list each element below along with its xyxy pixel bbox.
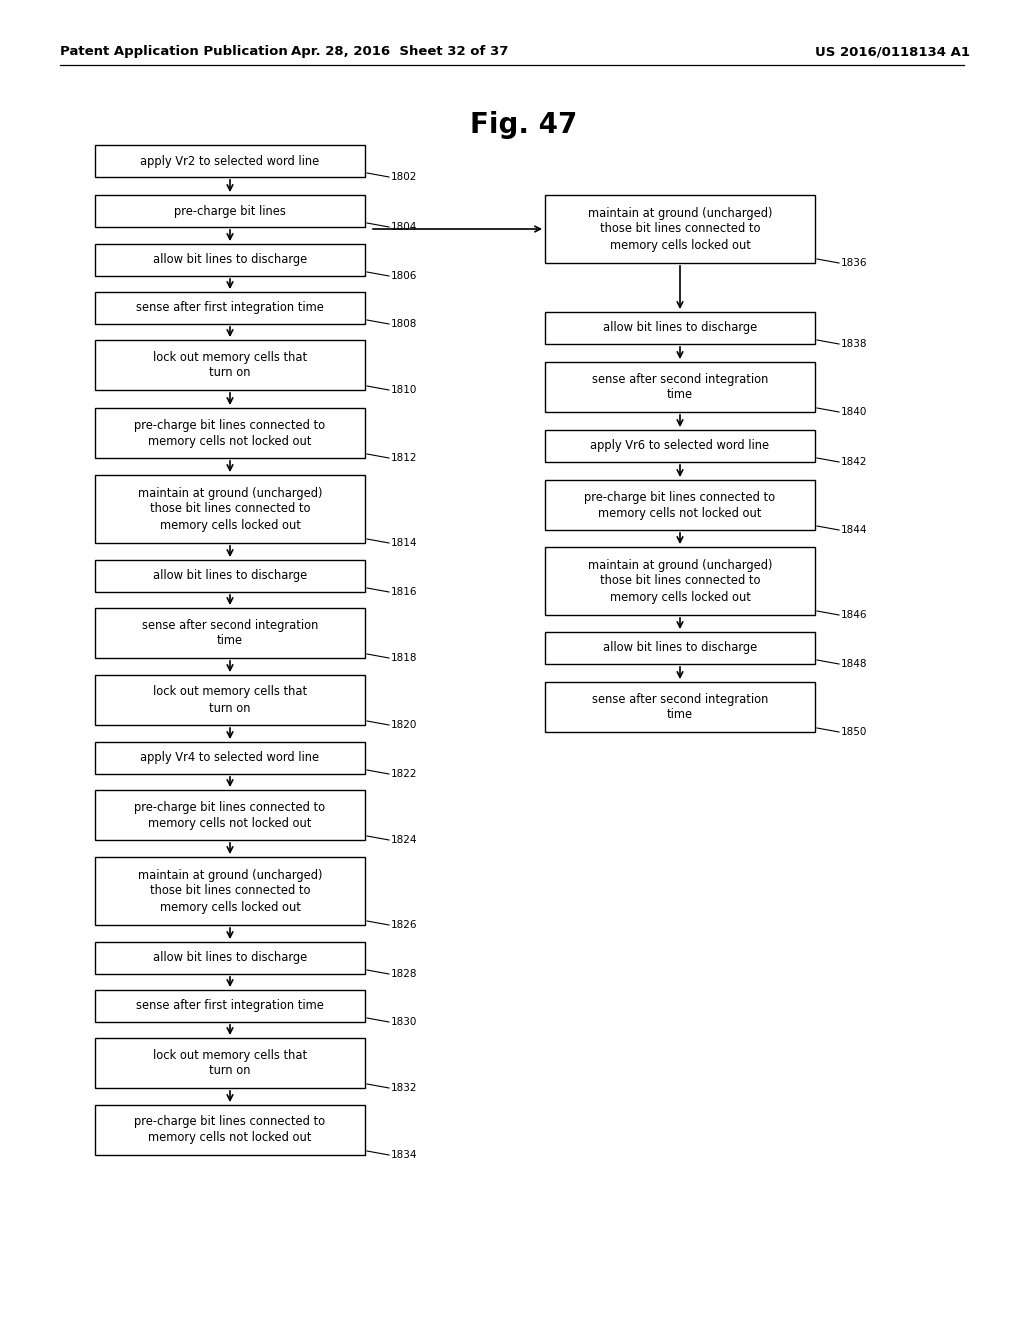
Text: allow bit lines to discharge: allow bit lines to discharge xyxy=(603,642,757,655)
Bar xyxy=(545,632,815,664)
Bar xyxy=(95,1038,365,1088)
Text: 1830: 1830 xyxy=(391,1016,418,1027)
Bar xyxy=(95,857,365,925)
Text: lock out memory cells that
turn on: lock out memory cells that turn on xyxy=(153,351,307,380)
Text: sense after second integration
time: sense after second integration time xyxy=(592,693,768,722)
Text: apply Vr6 to selected word line: apply Vr6 to selected word line xyxy=(591,440,770,453)
Text: maintain at ground (uncharged)
those bit lines connected to
memory cells locked : maintain at ground (uncharged) those bit… xyxy=(138,487,323,532)
Text: 1820: 1820 xyxy=(391,719,418,730)
Text: pre-charge bit lines: pre-charge bit lines xyxy=(174,205,286,218)
Bar xyxy=(95,145,365,177)
Text: sense after first integration time: sense after first integration time xyxy=(136,999,324,1012)
Text: 1832: 1832 xyxy=(391,1082,418,1093)
Bar xyxy=(95,675,365,725)
Bar xyxy=(95,244,365,276)
Bar xyxy=(95,990,365,1022)
Text: US 2016/0118134 A1: US 2016/0118134 A1 xyxy=(815,45,970,58)
Bar xyxy=(545,362,815,412)
Bar xyxy=(95,341,365,389)
Text: 1848: 1848 xyxy=(841,659,867,669)
Text: pre-charge bit lines connected to
memory cells not locked out: pre-charge bit lines connected to memory… xyxy=(134,1115,326,1144)
Bar xyxy=(95,942,365,974)
Bar xyxy=(95,195,365,227)
Text: apply Vr2 to selected word line: apply Vr2 to selected word line xyxy=(140,154,319,168)
Text: 1822: 1822 xyxy=(391,770,418,779)
Bar xyxy=(545,195,815,263)
Text: Fig. 47: Fig. 47 xyxy=(470,111,578,139)
Text: 1836: 1836 xyxy=(841,257,867,268)
Text: apply Vr4 to selected word line: apply Vr4 to selected word line xyxy=(140,751,319,764)
Bar xyxy=(95,609,365,657)
Text: 1804: 1804 xyxy=(391,222,418,232)
Text: Apr. 28, 2016  Sheet 32 of 37: Apr. 28, 2016 Sheet 32 of 37 xyxy=(291,45,509,58)
Text: 1818: 1818 xyxy=(391,653,418,663)
Text: pre-charge bit lines connected to
memory cells not locked out: pre-charge bit lines connected to memory… xyxy=(134,418,326,447)
Text: allow bit lines to discharge: allow bit lines to discharge xyxy=(153,253,307,267)
Text: 1838: 1838 xyxy=(841,339,867,348)
Bar xyxy=(545,430,815,462)
Text: sense after second integration
time: sense after second integration time xyxy=(592,372,768,401)
Text: 1840: 1840 xyxy=(841,407,867,417)
Text: maintain at ground (uncharged)
those bit lines connected to
memory cells locked : maintain at ground (uncharged) those bit… xyxy=(138,869,323,913)
Text: 1812: 1812 xyxy=(391,453,418,463)
Bar xyxy=(95,1105,365,1155)
Text: Patent Application Publication: Patent Application Publication xyxy=(60,45,288,58)
Text: 1802: 1802 xyxy=(391,172,418,182)
Text: pre-charge bit lines connected to
memory cells not locked out: pre-charge bit lines connected to memory… xyxy=(134,800,326,829)
Bar xyxy=(95,292,365,323)
Text: 1824: 1824 xyxy=(391,836,418,845)
Text: sense after second integration
time: sense after second integration time xyxy=(141,619,318,648)
Text: 1810: 1810 xyxy=(391,385,418,395)
Bar xyxy=(545,546,815,615)
Bar xyxy=(545,480,815,531)
Text: 1846: 1846 xyxy=(841,610,867,620)
Text: maintain at ground (uncharged)
those bit lines connected to
memory cells locked : maintain at ground (uncharged) those bit… xyxy=(588,206,772,252)
Text: 1842: 1842 xyxy=(841,457,867,467)
Text: allow bit lines to discharge: allow bit lines to discharge xyxy=(603,322,757,334)
Text: sense after first integration time: sense after first integration time xyxy=(136,301,324,314)
Text: 1808: 1808 xyxy=(391,319,418,329)
Bar xyxy=(95,560,365,591)
Text: 1814: 1814 xyxy=(391,539,418,548)
Bar xyxy=(95,475,365,543)
Bar xyxy=(545,682,815,733)
Text: 1806: 1806 xyxy=(391,271,418,281)
Text: 1816: 1816 xyxy=(391,587,418,597)
Bar xyxy=(545,312,815,345)
Text: 1828: 1828 xyxy=(391,969,418,979)
Text: maintain at ground (uncharged)
those bit lines connected to
memory cells locked : maintain at ground (uncharged) those bit… xyxy=(588,558,772,603)
Bar xyxy=(95,742,365,774)
Text: lock out memory cells that
turn on: lock out memory cells that turn on xyxy=(153,685,307,714)
Text: pre-charge bit lines connected to
memory cells not locked out: pre-charge bit lines connected to memory… xyxy=(585,491,775,520)
Text: 1826: 1826 xyxy=(391,920,418,931)
Text: 1844: 1844 xyxy=(841,525,867,535)
Text: 1850: 1850 xyxy=(841,727,867,737)
Text: lock out memory cells that
turn on: lock out memory cells that turn on xyxy=(153,1048,307,1077)
Text: allow bit lines to discharge: allow bit lines to discharge xyxy=(153,569,307,582)
Text: allow bit lines to discharge: allow bit lines to discharge xyxy=(153,952,307,965)
Bar xyxy=(95,408,365,458)
Bar xyxy=(95,789,365,840)
Text: 1834: 1834 xyxy=(391,1150,418,1160)
